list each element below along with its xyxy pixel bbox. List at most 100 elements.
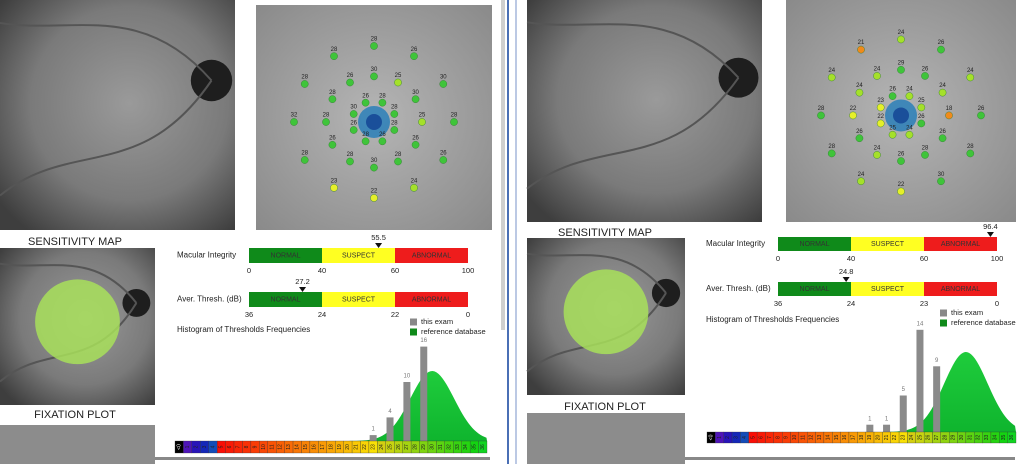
colorscale-label: 26 xyxy=(926,435,932,441)
sensitivity-point xyxy=(450,118,458,126)
colorscale-label: 36 xyxy=(1009,435,1015,441)
scale-segment-label: SUSPECT xyxy=(871,241,905,248)
scale-segment-label: ABNORMAL xyxy=(412,296,451,303)
vessel xyxy=(0,79,213,197)
sensitivity-point xyxy=(917,119,926,128)
colorscale-label: 4 xyxy=(210,445,216,448)
sensitivity-value: 26 xyxy=(978,106,985,112)
colorscale-label: 24 xyxy=(379,444,385,450)
bar-label: 1 xyxy=(868,416,872,422)
scale-tick-label: 24 xyxy=(318,310,326,319)
scrollbar[interactable] xyxy=(535,457,1015,460)
colorscale-label: 8 xyxy=(775,436,781,439)
value-marker xyxy=(986,232,994,237)
colorscale-label: 34 xyxy=(463,444,469,450)
scale-segment-label: SUSPECT xyxy=(342,296,376,303)
bar-label: 5 xyxy=(902,387,906,393)
scale-tick-label: 60 xyxy=(391,266,399,275)
sensitivity-value: 24 xyxy=(411,178,418,184)
sensitivity-value: 25 xyxy=(395,73,402,79)
colorscale-label: 5 xyxy=(219,445,225,448)
scale-label: Aver. Thresh. (dB) xyxy=(177,295,242,304)
sensitivity-point xyxy=(418,118,426,126)
sensitivity-value: 28 xyxy=(967,144,974,150)
sensitivity-value: 28 xyxy=(329,90,336,96)
colorscale-label: 15 xyxy=(303,444,309,450)
value-marker xyxy=(842,277,850,282)
bar-label: 14 xyxy=(917,321,924,327)
sensitivity-point xyxy=(349,126,358,134)
sensitivity-value: 24 xyxy=(906,125,913,131)
sensitivity-point xyxy=(328,140,337,149)
sensitivity-value: 30 xyxy=(371,158,378,164)
colorscale-label: 5 xyxy=(750,436,756,439)
colorscale-label: 23 xyxy=(901,435,907,441)
sensitivity-point xyxy=(855,134,864,143)
colorscale-label: 33 xyxy=(455,444,461,450)
sensitivity-value: 24 xyxy=(874,146,881,152)
sensitivity-point xyxy=(411,140,420,149)
sensitivity-value: 21 xyxy=(858,40,865,46)
sensitivity-value: 23 xyxy=(331,178,338,184)
sensitivity-point xyxy=(966,149,975,158)
sensitivity-point xyxy=(897,66,905,74)
colorscale-label: 4 xyxy=(742,436,748,439)
sensitivity-value: 28 xyxy=(362,132,369,138)
scale-segment-label: ABNORMAL xyxy=(941,286,980,293)
scrollbar[interactable] xyxy=(501,0,505,330)
sensitivity-value: 25 xyxy=(889,125,896,131)
bar-label: 9 xyxy=(935,358,939,364)
scale-tick-label: 22 xyxy=(391,310,399,319)
histogram-bar xyxy=(899,395,907,432)
legend-label: reference database xyxy=(421,327,486,336)
sensitivity-value: 28 xyxy=(395,152,402,158)
colorscale-label: 8 xyxy=(244,445,250,448)
sensitivity-value: 28 xyxy=(828,144,835,150)
sensitivity-value: 28 xyxy=(301,151,308,157)
value-marker xyxy=(299,287,307,292)
colorscale-label: 23 xyxy=(370,444,376,450)
legend-label: this exam xyxy=(421,317,453,326)
scale-tick-label: 24 xyxy=(847,299,855,308)
sensitivity-value: 23 xyxy=(877,98,884,104)
colorscale-label: 34 xyxy=(992,435,998,441)
colorscale-label: 16 xyxy=(842,435,848,441)
colorscale-label: 25 xyxy=(387,444,393,450)
sensitivity-value: 28 xyxy=(922,146,929,152)
histogram-title: Histogram of Thresholds Frequencies xyxy=(177,325,310,334)
sensitivity-value: 28 xyxy=(379,93,386,99)
section-title: SENSITIVITY MAP xyxy=(28,236,122,248)
sensitivity-value: 28 xyxy=(451,113,458,119)
sensitivity-point xyxy=(977,111,985,120)
sensitivity-value: 24 xyxy=(828,68,835,74)
histogram-title: Histogram of Thresholds Frequencies xyxy=(706,315,839,324)
histogram-bar xyxy=(933,366,941,432)
colorscale-label: 13 xyxy=(286,444,292,450)
colorscale-label: 35 xyxy=(472,444,478,450)
sensitivity-point xyxy=(290,118,298,126)
colorscale-label: 31 xyxy=(967,435,973,441)
sensitivity-point xyxy=(888,92,897,100)
colorscale-label: 14 xyxy=(825,435,831,441)
sensitivity-point xyxy=(390,126,399,134)
colorscale-label: 7 xyxy=(236,445,242,448)
bar-label: 16 xyxy=(420,338,427,344)
colorscale-label: 24 xyxy=(909,435,915,441)
sensitivity-point xyxy=(966,73,975,82)
sensitivity-point xyxy=(378,137,387,146)
histogram-bar xyxy=(866,424,874,432)
section-title: FIXATION PLOT xyxy=(34,409,116,421)
sensitivity-point xyxy=(827,73,836,82)
sensitivity-point xyxy=(921,72,929,80)
sensitivity-value: 28 xyxy=(323,113,330,119)
value-marker xyxy=(375,243,383,248)
sensitivity-point xyxy=(921,151,929,159)
scale-segment-label: ABNORMAL xyxy=(941,241,980,248)
colorscale-label: 19 xyxy=(337,444,343,450)
scrollbar[interactable] xyxy=(20,457,490,460)
sensitivity-value: 26 xyxy=(379,132,386,138)
histogram-bar xyxy=(403,382,411,441)
scale-segment xyxy=(395,248,468,263)
colorscale-label: 6 xyxy=(759,436,765,439)
